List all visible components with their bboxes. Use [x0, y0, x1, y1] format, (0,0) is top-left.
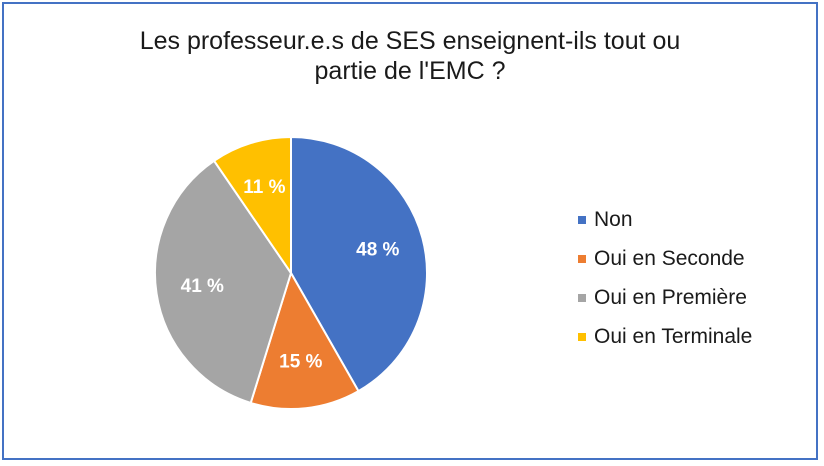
chart-title-line-2: partie de l'EMC ?	[314, 57, 506, 85]
legend-item-oui-en-terminale: Oui en Terminale	[578, 317, 752, 356]
chart-legend: Non Oui en Seconde Oui en Première Oui e…	[578, 200, 752, 356]
legend-swatch-oui-en-seconde	[578, 254, 586, 263]
pie-slice-oui-en-terminale	[212, 135, 292, 277]
data-label-oui-en-terminale: 11 %	[243, 177, 285, 198]
legend-label-non: Non	[594, 207, 633, 231]
chart-title: Les professeur.e.s de SES enseignent-ils…	[60, 26, 760, 86]
pie-slice-oui-en-premiere	[154, 159, 293, 405]
legend-item-non: Non	[578, 200, 752, 239]
legend-label-oui-en-seconde: Oui en Seconde	[594, 246, 745, 270]
data-label-oui-en-seconde: 15 %	[279, 352, 322, 373]
legend-item-oui-en-premiere: Oui en Première	[578, 278, 752, 317]
pie-slice-non	[290, 135, 428, 393]
pie-slice-oui-en-seconde	[249, 270, 360, 410]
legend-swatch-oui-en-terminale	[578, 332, 586, 341]
legend-swatch-non	[578, 215, 586, 224]
legend-item-oui-en-seconde: Oui en Seconde	[578, 239, 752, 278]
legend-swatch-oui-en-premiere	[578, 293, 586, 302]
chart-title-line-1: Les professeur.e.s de SES enseignent-ils…	[139, 27, 681, 55]
legend-label-oui-en-premiere: Oui en Première	[594, 285, 747, 309]
data-label-non: 48 %	[356, 240, 399, 261]
legend-label-oui-en-terminale: Oui en Terminale	[594, 324, 753, 348]
data-label-oui-en-premiere: 41 %	[181, 276, 224, 297]
